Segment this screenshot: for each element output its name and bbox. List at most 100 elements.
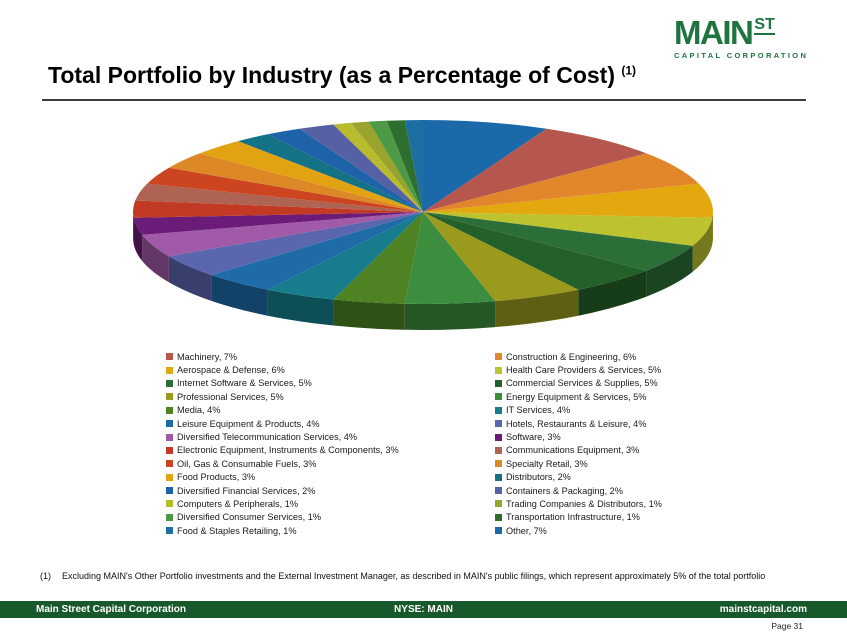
legend-item-diversified-telecommunication-services: Diversified Telecommunication Services, … [166, 430, 399, 443]
pie-slice-health-care-providers-services [423, 212, 713, 246]
pie-slice-media [333, 212, 423, 304]
page-title: Total Portfolio by Industry (as a Percen… [48, 62, 636, 89]
legend-swatch-containers-packaging [495, 487, 502, 495]
legend-label: Media, 4% [177, 405, 221, 416]
pie-slice-side-media [333, 299, 405, 330]
legend-column-left: Machinery, 7% Aerospace & Defense, 6% Inte… [166, 350, 399, 537]
footer-bar: Main Street Capital Corporation NYSE: MA… [0, 601, 847, 618]
logo-st-superscript: ST [754, 16, 775, 35]
legend-swatch-energy-equipment-services [495, 393, 502, 401]
pie-slice-trading-companies-distributors [350, 121, 423, 212]
legend-swatch-construction-engineering [495, 353, 502, 361]
pie-slice-software [133, 212, 423, 235]
pie-slice-computers-peripherals [333, 122, 423, 212]
legend-label: Diversified Financial Services, 2% [177, 485, 316, 496]
pie-slice-side-software [133, 217, 143, 261]
pie-slice-communications-equipment [135, 183, 424, 212]
legend-label: Other, 7% [506, 525, 547, 536]
legend-label: Professional Services, 5% [177, 391, 284, 402]
legend-label: Machinery, 7% [177, 351, 238, 362]
legend-item-leisure-equipment-products: Leisure Equipment & Products, 4% [166, 417, 399, 430]
logo-wordmark: MAIN ST [674, 16, 804, 49]
pie-slice-containers-packaging [299, 124, 423, 212]
legend-item-food-staples-retailing: Food & Staples Retailing, 1% [166, 524, 399, 537]
legend-swatch-diversified-financial-services [166, 487, 173, 495]
legend-swatch-machinery [166, 353, 173, 361]
legend-column-right: Construction & Engineering, 6% Health Car… [495, 350, 662, 537]
pie-slice-other [423, 120, 547, 212]
legend-item-trading-companies-distributors: Trading Companies & Distributors, 1% [495, 497, 662, 510]
footer-ticker: NYSE: MAIN [394, 604, 453, 615]
legend-swatch-specialty-retail [495, 460, 502, 468]
legend-item-distributors: Distributors, 2% [495, 471, 662, 484]
pie-slice-side-professional-services [495, 289, 579, 328]
pie-slice-side-commercial-services-supplies [578, 270, 647, 316]
legend-item-software: Software, 3% [495, 430, 662, 443]
legend-item-diversified-consumer-services: Diversified Consumer Services, 1% [166, 511, 399, 524]
legend-swatch-commercial-services-supplies [495, 379, 502, 387]
legend-item-professional-services: Professional Services, 5% [166, 390, 399, 403]
legend-swatch-professional-services [166, 393, 173, 401]
legend-item-hotels-restaurants-leisure: Hotels, Restaurants & Leisure, 4% [495, 417, 662, 430]
legend-item-computers-peripherals: Computers & Peripherals, 1% [166, 497, 399, 510]
logo-main-text: MAIN [674, 14, 754, 51]
pie-slice-electronic-equipment-instruments-components [133, 200, 423, 218]
legend-item-internet-software-services: Internet Software & Services, 5% [166, 377, 399, 390]
legend-label: Hotels, Restaurants & Leisure, 4% [506, 418, 647, 429]
pie-slice-side-energy-equipment-services [404, 301, 496, 330]
pie-slice-hotels-restaurants-leisure [168, 212, 423, 275]
legend-label: Leisure Equipment & Products, 4% [177, 418, 320, 429]
pie-slice-side-leisure-equipment-products [211, 275, 268, 316]
legend-swatch-distributors [495, 473, 502, 481]
pie-slice-side-internet-software-services [646, 245, 693, 297]
legend-label: Specialty Retail, 3% [506, 458, 588, 469]
legend-label: Food Products, 3% [177, 472, 256, 483]
pie-slice-diversified-financial-services [267, 128, 423, 212]
title-footnote-ref: (1) [621, 63, 637, 78]
pie-slice-aerospace-defense [423, 183, 713, 218]
legend-item-oil-gas-consumable-fuels: Oil, Gas & Consumable Fuels, 3% [166, 457, 399, 470]
pie-chart [133, 120, 713, 330]
legend-swatch-oil-gas-consumable-fuels [166, 460, 173, 468]
footer-company-name: Main Street Capital Corporation [36, 604, 187, 615]
legend-item-construction-engineering: Construction & Engineering, 6% [495, 350, 662, 363]
legend-swatch-leisure-equipment-products [166, 420, 173, 428]
legend-item-electronic-equipment-instruments-components: Electronic Equipment, Instruments & Comp… [166, 444, 399, 457]
legend-label: Food & Staples Retailing, 1% [177, 525, 297, 536]
legend-label: Aerospace & Defense, 6% [177, 365, 285, 376]
pie-slice-diversified-consumer-services [368, 120, 423, 212]
legend-label: Trading Companies & Distributors, 1% [506, 498, 662, 509]
legend-swatch-food-staples-retailing [166, 527, 173, 535]
pie-slice-food-staples-retailing [404, 120, 423, 212]
legend-item-specialty-retail: Specialty Retail, 3% [495, 457, 662, 470]
pie-slice-side-electronic-equipment-instruments-components [133, 212, 134, 244]
company-logo: MAIN ST CAPITAL CORPORATION [674, 16, 809, 60]
legend-swatch-food-products [166, 473, 173, 481]
pie-slice-side-aerospace-defense [712, 212, 713, 244]
pie-slice-diversified-telecommunication-services [142, 212, 423, 257]
legend-swatch-it-services [495, 406, 502, 414]
legend-swatch-hotels-restaurants-leisure [495, 420, 502, 428]
legend-item-containers-packaging: Containers & Packaging, 2% [495, 484, 662, 497]
legend-item-health-care-providers-services: Health Care Providers & Services, 5% [495, 363, 662, 376]
legend-label: Containers & Packaging, 2% [506, 485, 623, 496]
pie-slice-side-health-care-providers-services [692, 217, 713, 272]
page-title-text: Total Portfolio by Industry (as a Percen… [48, 62, 615, 88]
legend-swatch-diversified-telecommunication-services [166, 433, 173, 441]
legend-item-media: Media, 4% [166, 404, 399, 417]
legend-label: IT Services, 4% [506, 405, 571, 416]
legend-label: Construction & Engineering, 6% [506, 351, 637, 362]
page-number: Page 31 [771, 621, 803, 631]
legend-swatch-software [495, 433, 502, 441]
legend-label: Computers & Peripherals, 1% [177, 498, 299, 509]
pie-slice-side-hotels-restaurants-leisure [168, 256, 212, 301]
legend-item-food-products: Food Products, 3% [166, 471, 399, 484]
footnote-marker: (1) [40, 571, 51, 581]
pie-slice-side-it-services [267, 289, 334, 326]
legend-label: Diversified Consumer Services, 1% [177, 512, 321, 523]
logo-subtitle: CAPITAL CORPORATION [674, 51, 809, 60]
pie-slice-specialty-retail [168, 153, 423, 212]
pie-slice-internet-software-services [423, 212, 693, 271]
legend-item-diversified-financial-services: Diversified Financial Services, 2% [166, 484, 399, 497]
